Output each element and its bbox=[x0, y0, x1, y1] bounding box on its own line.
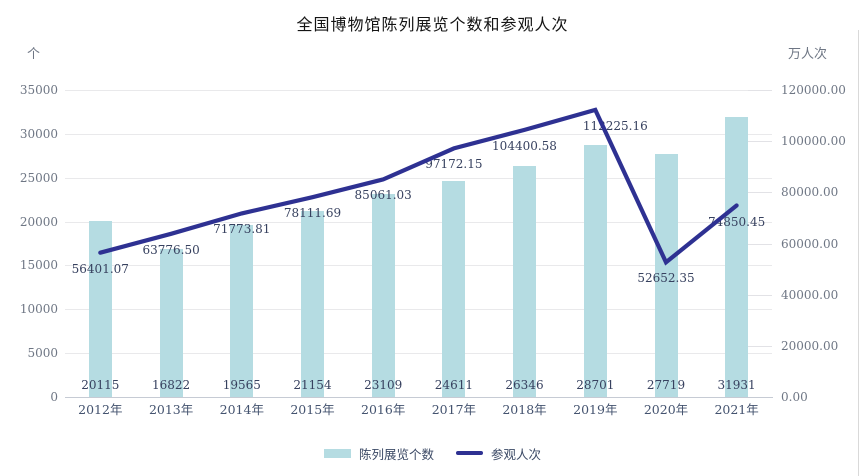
x-axis-category-label: 2014年 bbox=[219, 402, 264, 417]
right-axis-tick-mark bbox=[748, 90, 772, 91]
x-axis-category-label: 2013年 bbox=[148, 402, 194, 417]
line-point-label: 74850.45 bbox=[707, 214, 766, 229]
line-point-label: 78111.69 bbox=[283, 206, 342, 221]
right-axis-tick-label: 40000.00 bbox=[781, 287, 839, 302]
exhibition-bar bbox=[301, 211, 324, 397]
exhibition-bar bbox=[159, 249, 183, 397]
right-axis-tick-mark bbox=[748, 243, 772, 245]
exhibition-bar bbox=[88, 220, 112, 397]
exhibition-bar bbox=[583, 145, 607, 397]
bar-value-label: 27719 bbox=[646, 378, 686, 392]
gridline bbox=[65, 90, 772, 91]
right-axis-tick-label: 80000.00 bbox=[781, 185, 839, 200]
left-axis-tick-label: 15000 bbox=[19, 258, 58, 273]
legend: 陈列展览个数 参观人次 bbox=[0, 444, 865, 462]
exhibition-bar bbox=[442, 181, 466, 397]
line-point-label: 104400.58 bbox=[492, 138, 557, 153]
bar-value-label: 23109 bbox=[364, 378, 403, 392]
bar-legend-label: 陈列展览个数 bbox=[358, 446, 434, 462]
left-axis-tick-label: 0 bbox=[50, 390, 58, 404]
left-axis-tick-label: 30000 bbox=[19, 126, 58, 141]
x-axis-category-label: 2019年 bbox=[573, 402, 618, 417]
left-axis-unit: 个 bbox=[27, 47, 41, 62]
bar-value-label: 19565 bbox=[222, 378, 261, 392]
left-axis-tick-label: 25000 bbox=[19, 170, 58, 185]
frame-right-border bbox=[858, 30, 859, 476]
gridline bbox=[65, 309, 772, 311]
left-axis-tick-label: 35000 bbox=[19, 83, 58, 97]
gridline bbox=[65, 265, 772, 267]
chart-title: 全国博物馆陈列展览个数和参观人次 bbox=[296, 15, 569, 34]
exhibition-bar bbox=[371, 194, 395, 397]
gridline bbox=[65, 133, 772, 135]
line-point-label: 52652.35 bbox=[637, 271, 695, 286]
x-axis-category-label: 2016年 bbox=[361, 402, 406, 417]
line-point-label: 56401.07 bbox=[71, 261, 129, 276]
right-axis-unit: 万人次 bbox=[788, 47, 828, 62]
line-legend-swatch bbox=[456, 451, 483, 455]
exhibition-bar bbox=[230, 225, 254, 397]
right-axis-tick-mark bbox=[748, 345, 772, 347]
bar-value-label: 26346 bbox=[505, 378, 544, 392]
left-axis-tick-label: 5000 bbox=[27, 346, 58, 361]
bar-value-label: 16822 bbox=[152, 378, 191, 392]
right-axis-tick-label: 0.00 bbox=[781, 390, 808, 404]
line-point-label: 71773.81 bbox=[213, 222, 271, 237]
bar-legend-swatch bbox=[323, 448, 351, 458]
left-axis-tick-label: 20000 bbox=[19, 214, 58, 229]
right-axis-tick-mark bbox=[748, 192, 772, 194]
exhibition-bar bbox=[725, 116, 749, 397]
bar-value-label: 24611 bbox=[434, 378, 473, 392]
x-axis-category-label: 2015年 bbox=[290, 402, 335, 417]
bar-value-label: 21154 bbox=[293, 378, 332, 392]
right-axis-tick-label: 20000.00 bbox=[781, 338, 839, 353]
right-axis-tick-mark bbox=[748, 141, 772, 143]
line-point-label: 63776.50 bbox=[142, 242, 200, 257]
line-point-label: 97172.15 bbox=[425, 157, 483, 172]
x-axis-category-label: 2020年 bbox=[643, 402, 689, 417]
x-axis-category-label: 2012年 bbox=[78, 402, 123, 417]
right-axis-tick-label: 100000.00 bbox=[781, 134, 846, 149]
line-point-label: 85061.03 bbox=[354, 188, 412, 203]
x-axis-category-label: 2017年 bbox=[431, 402, 477, 417]
right-axis-tick-label: 60000.00 bbox=[781, 236, 839, 251]
bar-value-label: 28701 bbox=[576, 378, 615, 392]
line-point-label: 112225.16 bbox=[582, 118, 648, 133]
gridline bbox=[65, 353, 772, 355]
bar-value-label: 31931 bbox=[717, 378, 756, 392]
right-axis-tick-mark bbox=[748, 294, 772, 296]
right-axis-tick-label: 120000.00 bbox=[781, 83, 846, 97]
bar-value-label: 20115 bbox=[81, 378, 120, 392]
x-axis-category-label: 2021年 bbox=[714, 402, 759, 417]
line-legend-label: 参观人次 bbox=[491, 446, 542, 462]
x-axis-category-label: 2018年 bbox=[502, 402, 547, 417]
exhibition-bar bbox=[513, 165, 536, 397]
x-axis-line bbox=[65, 397, 773, 398]
left-axis-tick-label: 10000 bbox=[19, 302, 58, 317]
